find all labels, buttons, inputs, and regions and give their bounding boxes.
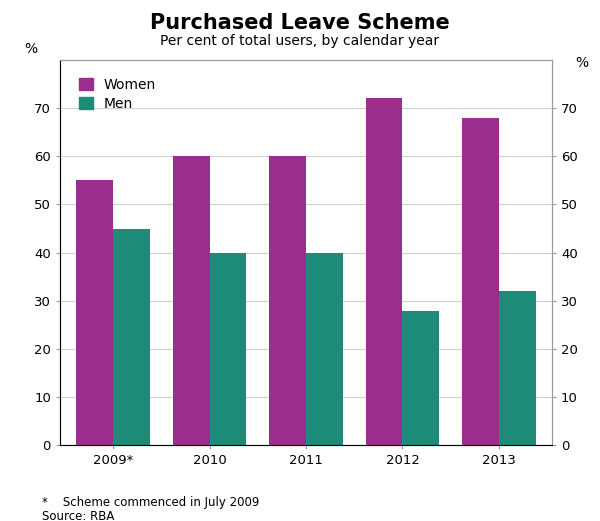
Legend: Women, Men: Women, Men [72,71,163,117]
Bar [76,180,113,445]
Bar [366,98,403,445]
Bar [462,118,499,445]
Text: *    Scheme commenced in July 2009: * Scheme commenced in July 2009 [42,496,259,509]
Bar [499,291,536,445]
Y-axis label: %: % [575,56,588,70]
Bar [209,253,246,445]
Bar [113,229,150,445]
Bar [173,156,209,445]
Bar [269,156,306,445]
Bar [403,311,439,445]
Text: Per cent of total users, by calendar year: Per cent of total users, by calendar yea… [160,34,440,48]
Y-axis label: %: % [24,42,37,56]
Bar [306,253,343,445]
Text: Purchased Leave Scheme: Purchased Leave Scheme [150,13,450,33]
Text: Source: RBA: Source: RBA [42,510,115,521]
